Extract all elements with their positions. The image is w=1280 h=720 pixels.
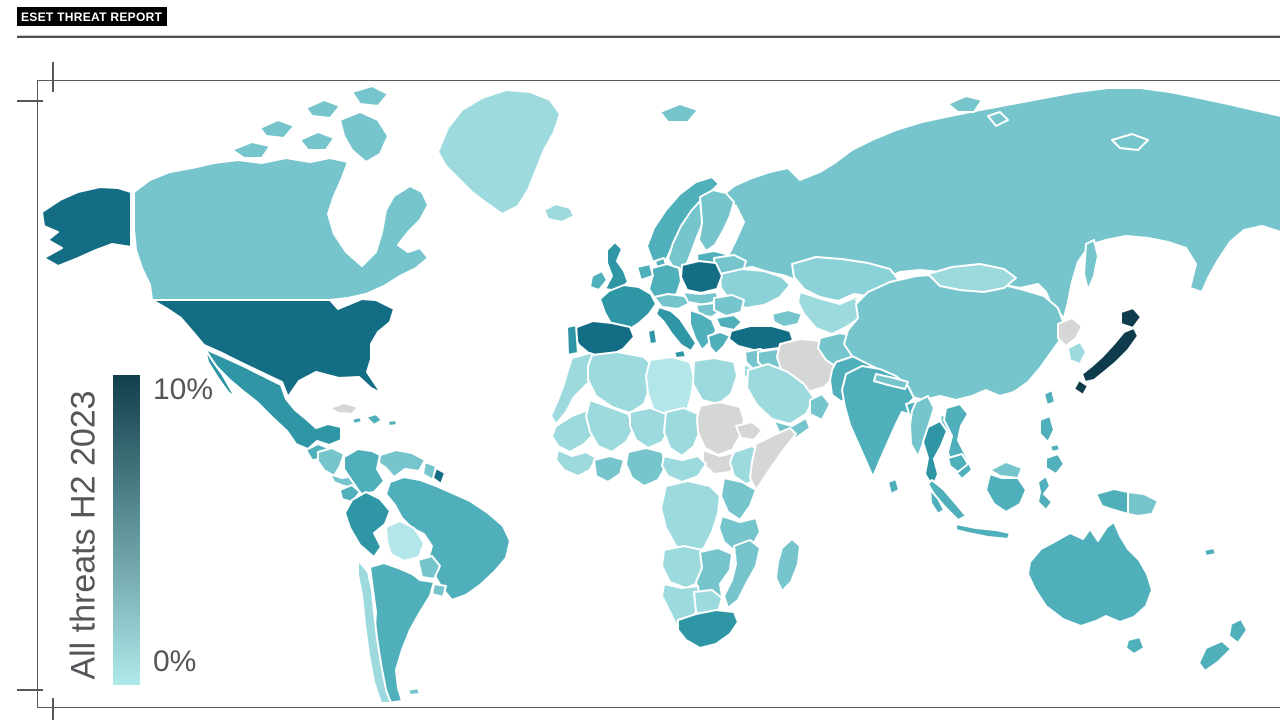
crop-mark-left-top [17,100,43,102]
legend-gradient-bar [113,375,140,685]
legend-max-label: 10% [153,373,214,406]
legend-min-label: 0% [153,645,197,678]
report-badge: ESET THREAT REPORT [17,7,168,26]
top-divider [17,35,1280,38]
crop-mark-top [52,62,54,92]
crop-mark-bottom [52,698,54,720]
crop-mark-left-bottom [17,689,43,691]
legend-title: All threats H2 2023 [64,390,103,680]
figure-frame [37,80,1280,708]
